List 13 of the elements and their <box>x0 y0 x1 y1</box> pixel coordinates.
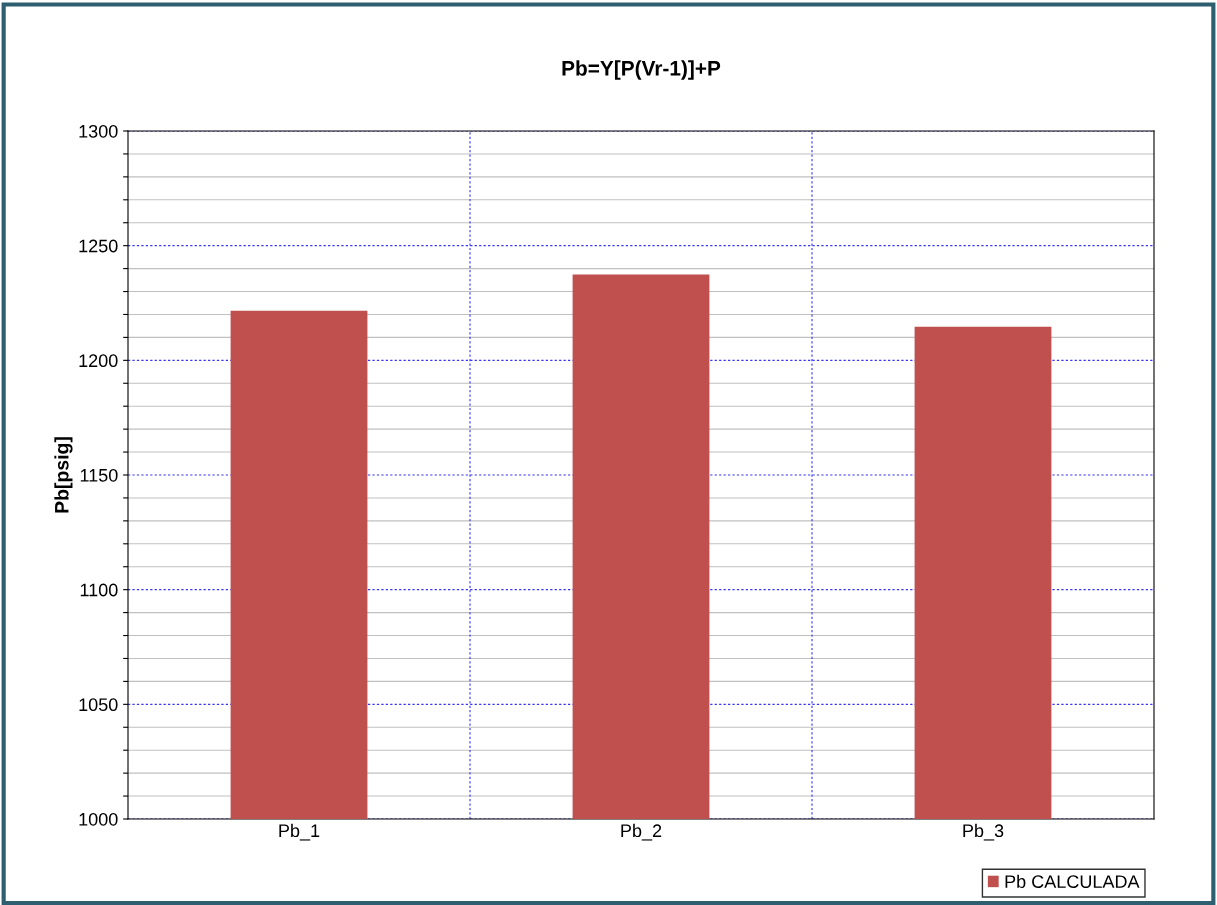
y-axis-title: Pb[psig] <box>54 437 73 513</box>
chart-title: Pb=Y[P(Vr-1)]+P <box>562 60 721 80</box>
y-tick-label: 1300 <box>79 124 118 138</box>
x-tick-label: Pb_2 <box>621 823 662 841</box>
x-tick-label: Pb_1 <box>279 823 320 841</box>
y-tick-label: 1200 <box>79 354 118 368</box>
y-tick-label: 1100 <box>80 583 118 597</box>
y-tick-label: 1000 <box>79 812 118 826</box>
y-tick-label: 1250 <box>79 239 118 253</box>
x-tick-label: Pb_3 <box>963 823 1004 841</box>
y-tick-label: 1150 <box>80 468 118 482</box>
y-tick-label: 1050 <box>79 698 118 712</box>
legend-label: Pb CALCULADA <box>1005 874 1140 888</box>
